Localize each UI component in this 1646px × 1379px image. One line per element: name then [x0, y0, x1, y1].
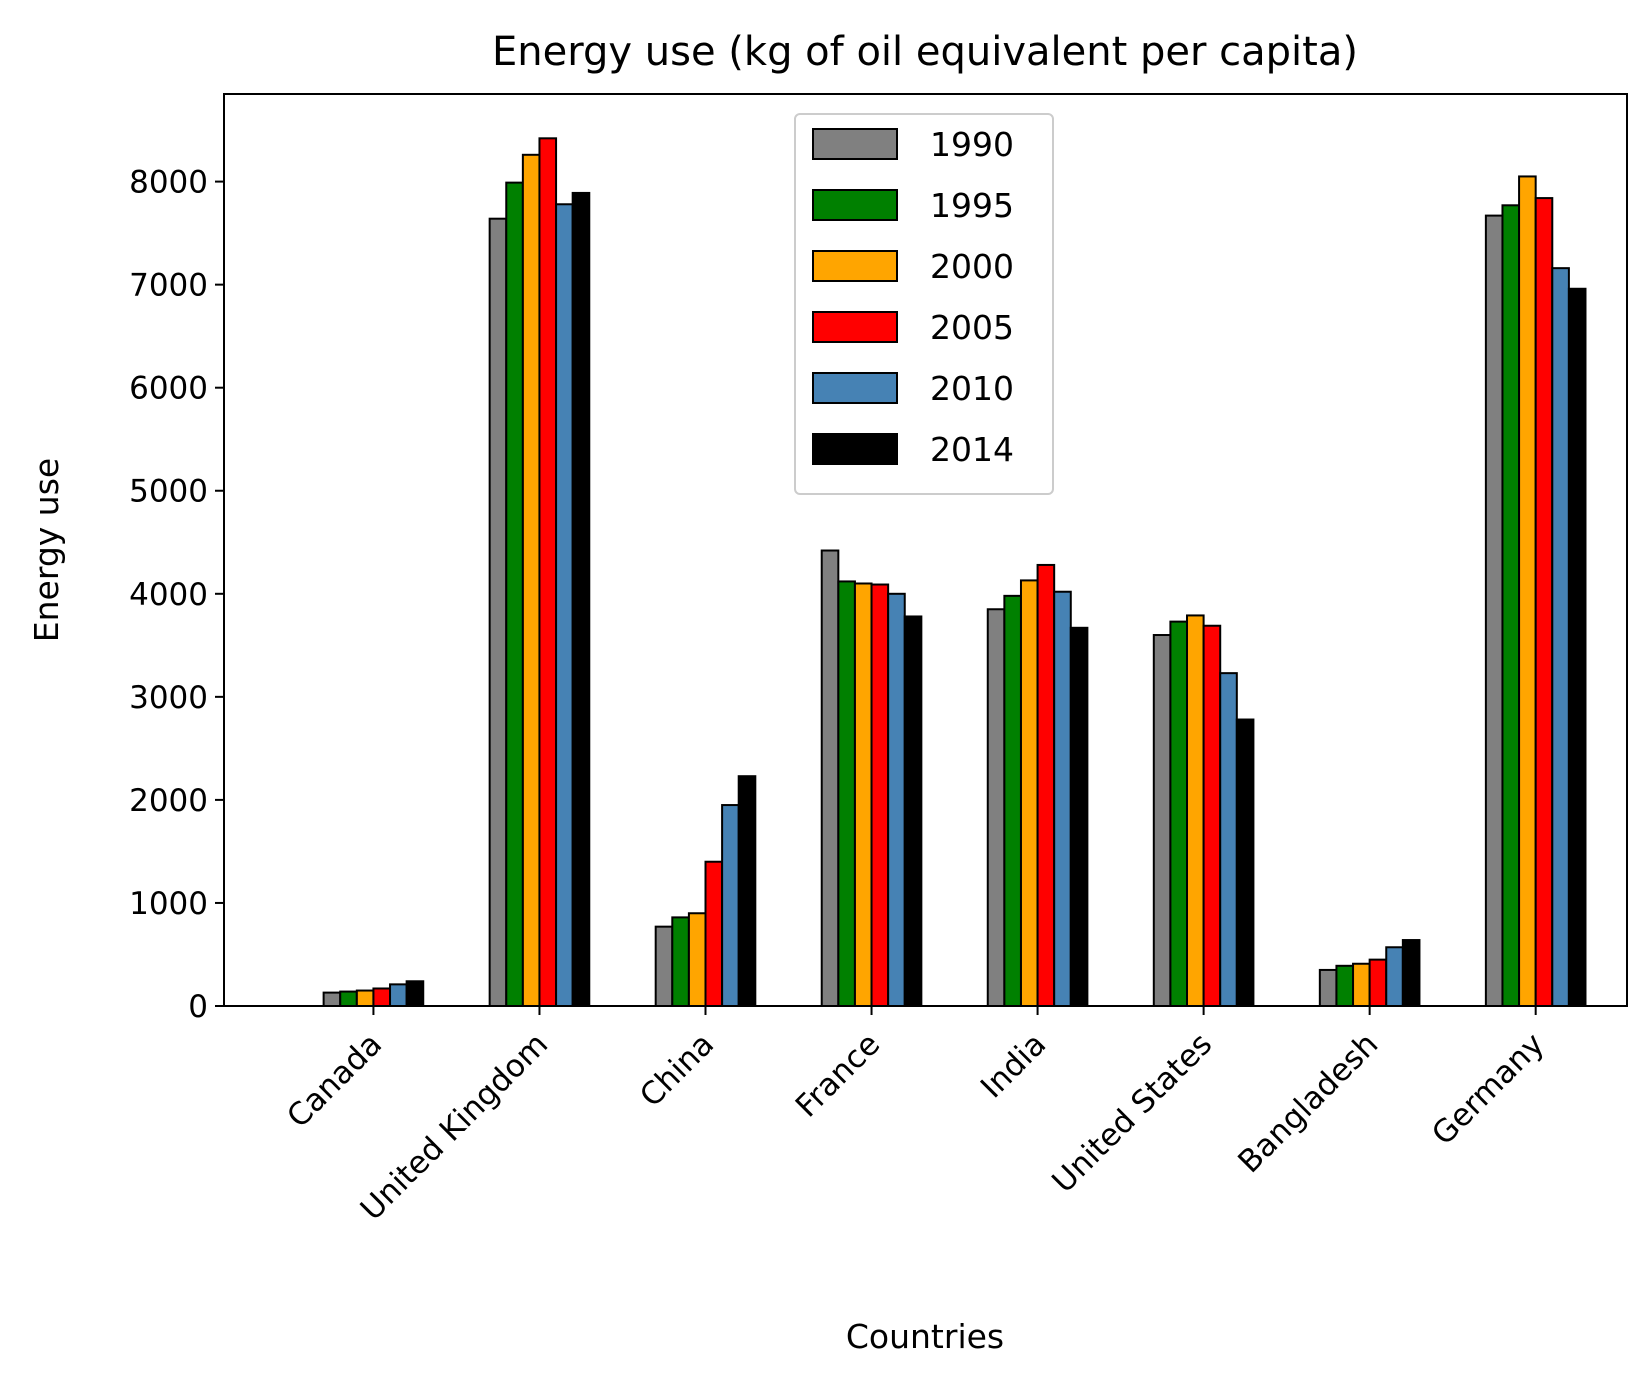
legend-swatch-2000	[812, 250, 898, 282]
y-axis: 0 1000 2000 3000 4000 5000 6000 7000 8000	[129, 165, 224, 1025]
chart-title: Energy use (kg of oil equivalent per cap…	[492, 29, 1358, 75]
x-tick-label: India	[974, 1026, 1053, 1105]
bar-germany-1990	[1484, 214, 1504, 1008]
plot-frame	[223, 93, 1628, 1007]
bar-india-2000	[1019, 579, 1039, 1008]
bar-india-2010	[1053, 590, 1072, 1007]
y-tick-label: 3000	[129, 680, 208, 716]
legend-label-2000: 2000	[930, 247, 1014, 286]
bar-france-1990	[820, 549, 840, 1007]
y-tick-label: 4000	[129, 577, 208, 613]
bar-china-2000	[687, 912, 707, 1007]
y-tick-label: 5000	[129, 474, 208, 510]
bar-china-1995	[671, 916, 690, 1008]
y-tick-label: 7000	[129, 268, 208, 304]
bar-bangladesh-2014	[1401, 939, 1421, 1008]
bar-canada-1990	[322, 991, 342, 1008]
legend-swatch-1995	[812, 189, 898, 221]
bar-canada-2014	[405, 980, 425, 1008]
bar-germany-2000	[1518, 175, 1537, 1007]
legend-swatch-2014	[812, 433, 898, 465]
bar-france-2014	[903, 615, 923, 1007]
bar-china-2014	[737, 775, 757, 1007]
bar-united-states-2000	[1186, 614, 1205, 1008]
bar-germany-2010	[1551, 267, 1570, 1007]
bar-united-kingdom-2010	[555, 203, 574, 1007]
legend-label-2005: 2005	[930, 308, 1014, 347]
bar-united-kingdom-2014	[571, 191, 591, 1007]
bar-bangladesh-2000	[1352, 962, 1371, 1007]
bar-bangladesh-2010	[1385, 946, 1404, 1008]
bar-united-states-2005	[1202, 624, 1222, 1007]
y-tick-label: 0	[188, 989, 208, 1025]
bar-france-2010	[887, 592, 906, 1008]
bar-france-2005	[870, 583, 890, 1007]
x-tick-label: France	[789, 1026, 887, 1124]
bar-canada-2000	[355, 989, 375, 1007]
bar-china-2005	[704, 860, 724, 1007]
legend-swatch-2005	[812, 311, 898, 343]
legend-swatch-1990	[812, 128, 898, 160]
bar-germany-2005	[1534, 197, 1554, 1007]
y-tick-label: 1000	[129, 886, 208, 922]
y-axis-label: Energy use	[27, 458, 66, 642]
bar-france-2000	[853, 582, 873, 1007]
bar-bangladesh-2005	[1368, 958, 1388, 1008]
bar-china-1990	[654, 925, 674, 1007]
bar-canada-1995	[339, 990, 358, 1007]
legend-swatch-2010	[812, 372, 898, 404]
bar-india-2014	[1069, 626, 1089, 1008]
bar-canada-2010	[389, 983, 408, 1007]
x-tick-label: China	[633, 1026, 721, 1114]
bar-united-states-2010	[1219, 672, 1238, 1007]
x-tick-label: Canada	[280, 1026, 389, 1135]
bar-united-states-1990	[1152, 634, 1172, 1008]
bar-united-kingdom-1990	[488, 217, 508, 1007]
y-tick-label: 2000	[129, 783, 208, 819]
x-tick-label: United States	[1045, 1026, 1219, 1200]
bar-germany-1995	[1501, 204, 1521, 1007]
legend-label-2014: 2014	[930, 430, 1014, 469]
bar-united-states-2014	[1235, 718, 1255, 1007]
bar-germany-2014	[1567, 287, 1587, 1007]
bar-india-1990	[986, 608, 1006, 1007]
bar-china-2010	[721, 804, 740, 1007]
bar-united-kingdom-2005	[538, 137, 558, 1007]
bar-bangladesh-1995	[1335, 964, 1355, 1008]
bar-canada-2005	[372, 987, 392, 1008]
bar-india-1995	[1003, 594, 1022, 1007]
legend-label-1995: 1995	[930, 186, 1014, 225]
bar-india-2005	[1036, 563, 1056, 1007]
legend: 1990 1995 2000 2005 2010 2014	[794, 113, 1054, 495]
legend-label-2010: 2010	[930, 369, 1014, 408]
y-tick-label: 6000	[129, 371, 208, 407]
legend-label-1990: 1990	[930, 125, 1014, 164]
bar-united-kingdom-1995	[505, 181, 524, 1008]
y-tick-label: 8000	[129, 165, 208, 201]
x-axis-label: Countries	[846, 1317, 1004, 1356]
x-tick-label: Germany	[1425, 1026, 1551, 1152]
bar-united-kingdom-2000	[521, 153, 541, 1008]
bar-france-1995	[837, 580, 856, 1007]
x-tick-label: Bangladesh	[1231, 1026, 1385, 1180]
bar-bangladesh-1990	[1318, 968, 1338, 1007]
bar-united-states-1995	[1169, 620, 1189, 1008]
